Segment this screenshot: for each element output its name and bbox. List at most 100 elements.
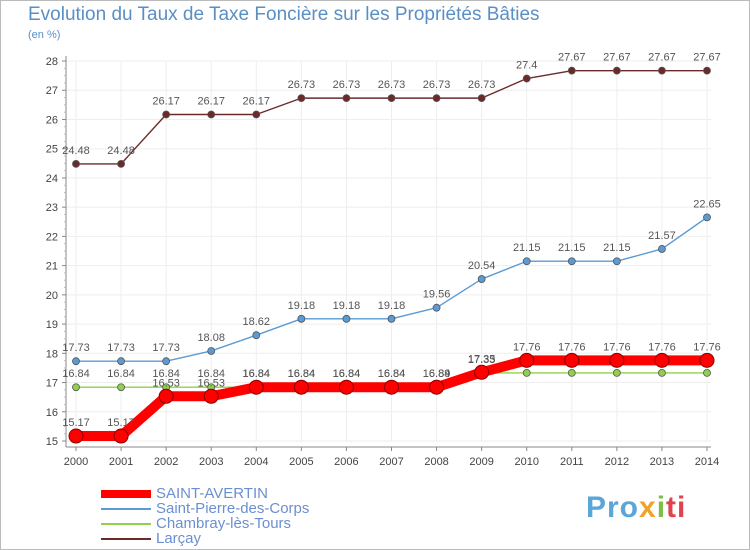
data-point-lar-ay <box>117 159 125 168</box>
data-point-lar-ay <box>252 110 261 119</box>
x-tick-label: 2007 <box>379 456 403 468</box>
y-tick-label: 23 <box>46 202 58 214</box>
legend-label-chambray: Chambray-lès-Tours <box>156 515 292 532</box>
data-point-lar-ay <box>342 94 351 103</box>
x-tick-label: 2004 <box>244 456 268 468</box>
data-point-saint-avertin <box>113 428 129 444</box>
data-label-lar-ay: 26.17 <box>243 95 271 107</box>
data-label-saint-avertin: 17.35 <box>468 353 496 365</box>
data-label-lar-ay: 26.17 <box>152 95 180 107</box>
data-point-lar-ay <box>522 74 531 83</box>
data-label-saint-avertin: 16.84 <box>378 368 406 380</box>
data-label-lar-ay: 26.17 <box>197 95 225 107</box>
data-label-saint-pierre-des-corps: 19.56 <box>423 289 451 301</box>
data-label-saint-pierre-des-corps: 22.65 <box>693 198 721 210</box>
data-label-saint-avertin: 17.76 <box>603 341 631 353</box>
x-tick-label: 2014 <box>695 456 719 468</box>
data-label-lar-ay: 26.73 <box>423 79 451 91</box>
data-point-chambray-l-s-tours <box>612 368 621 377</box>
data-label-saint-pierre-des-corps: 17.73 <box>107 342 135 354</box>
data-label-lar-ay: 26.73 <box>468 79 496 91</box>
x-tick-label: 2000 <box>64 456 88 468</box>
data-point-saint-avertin <box>429 379 445 395</box>
x-tick-label: 2002 <box>154 456 178 468</box>
data-label-saint-avertin: 16.89 <box>423 368 451 380</box>
data-point-saint-avertin <box>293 379 309 395</box>
data-label-chambray-l-s-tours: 16.84 <box>378 368 406 380</box>
legend-swatch-chambray <box>101 523 151 525</box>
data-label-saint-avertin: 17.76 <box>693 341 721 353</box>
x-tick-label: 2003 <box>199 456 223 468</box>
data-label-saint-avertin: 17.76 <box>513 341 541 353</box>
data-point-saint-avertin <box>564 352 580 368</box>
data-point-chambray-l-s-tours <box>567 368 576 377</box>
x-tick-label: 2005 <box>289 456 313 468</box>
y-tick-label: 28 <box>46 56 58 68</box>
data-point-chambray-l-s-tours <box>72 383 80 392</box>
data-point-lar-ay <box>432 94 441 103</box>
data-label-saint-pierre-des-corps: 21.57 <box>648 230 676 242</box>
legend-label-saint-pierre: Saint-Pierre-des-Corps <box>156 500 310 517</box>
legend-swatch-saint-pierre <box>101 508 151 510</box>
data-point-saint-pierre-des-corps <box>612 257 621 266</box>
x-tick-label: 2012 <box>605 456 629 468</box>
data-label-saint-avertin: 16.53 <box>152 377 180 389</box>
data-point-saint-pierre-des-corps <box>297 314 306 323</box>
data-label-lar-ay: 26.73 <box>333 79 361 91</box>
data-point-saint-pierre-des-corps <box>567 257 576 266</box>
legend-swatch-larcay <box>101 538 151 540</box>
data-point-saint-pierre-des-corps <box>72 357 80 366</box>
data-label-lar-ay: 27.67 <box>558 52 586 64</box>
data-point-saint-avertin <box>474 364 490 380</box>
data-label-chambray-l-s-tours: 17.33 <box>468 354 496 366</box>
data-label-lar-ay: 24.48 <box>107 145 135 157</box>
y-tick-label: 16 <box>46 407 58 419</box>
data-point-lar-ay <box>703 66 711 75</box>
legend-swatch-saint-avertin <box>101 490 151 498</box>
data-label-lar-ay: 27.67 <box>603 52 631 64</box>
y-tick-label: 21 <box>46 261 58 273</box>
data-label-saint-avertin: 15.17 <box>62 417 90 429</box>
data-label-saint-avertin: 16.84 <box>333 368 361 380</box>
data-point-saint-avertin <box>68 428 84 444</box>
data-point-saint-avertin <box>203 388 219 404</box>
data-label-chambray-l-s-tours: 16.84 <box>333 368 361 380</box>
data-point-saint-avertin <box>338 379 354 395</box>
data-label-saint-avertin: 16.84 <box>243 368 271 380</box>
legend-label-larcay: Larçay <box>156 530 202 547</box>
data-point-saint-pierre-des-corps <box>162 357 171 366</box>
data-label-lar-ay: 27.67 <box>693 52 721 64</box>
x-tick-label: 2011 <box>560 456 584 468</box>
y-tick-label: 27 <box>46 85 58 97</box>
data-point-lar-ay <box>567 66 576 75</box>
data-point-saint-pierre-des-corps <box>342 314 351 323</box>
data-label-saint-pierre-des-corps: 19.18 <box>288 300 316 312</box>
data-label-saint-pierre-des-corps: 19.18 <box>378 300 406 312</box>
data-point-lar-ay <box>207 110 216 119</box>
data-point-chambray-l-s-tours <box>658 368 666 377</box>
x-tick-label: 2009 <box>469 456 493 468</box>
y-tick-label: 19 <box>46 319 58 331</box>
y-tick-label: 26 <box>46 114 58 126</box>
data-label-saint-pierre-des-corps: 19.18 <box>333 300 361 312</box>
y-tick-label: 24 <box>46 173 58 185</box>
y-tick-label: 15 <box>46 436 58 448</box>
x-tick-label: 2001 <box>109 456 133 468</box>
data-point-saint-avertin <box>519 352 535 368</box>
data-point-lar-ay <box>477 94 486 103</box>
data-label-saint-pierre-des-corps: 21.15 <box>513 242 541 254</box>
data-label-saint-avertin: 16.84 <box>288 368 316 380</box>
data-label-chambray-l-s-tours: 16.84 <box>423 368 451 380</box>
data-point-saint-pierre-des-corps <box>703 213 711 222</box>
data-point-saint-pierre-des-corps <box>477 275 486 283</box>
data-point-saint-pierre-des-corps <box>117 357 125 366</box>
data-label-chambray-l-s-tours: 16.84 <box>62 368 90 380</box>
data-label-saint-pierre-des-corps: 20.54 <box>468 260 496 272</box>
data-label-saint-avertin: 17.76 <box>558 341 586 353</box>
y-tick-label: 20 <box>46 290 58 302</box>
data-point-lar-ay <box>162 110 171 119</box>
x-tick-label: 2008 <box>424 456 448 468</box>
data-label-chambray-l-s-tours: 16.84 <box>243 368 271 380</box>
data-point-saint-pierre-des-corps <box>658 245 666 253</box>
